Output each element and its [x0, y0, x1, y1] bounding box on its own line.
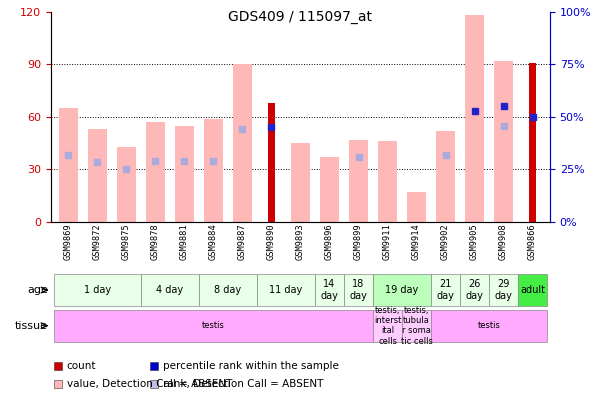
Bar [494, 61, 513, 222]
Bar [378, 141, 397, 222]
Bar [518, 274, 547, 306]
Bar [204, 118, 223, 222]
Text: adult: adult [520, 285, 545, 295]
Text: GSM9872: GSM9872 [93, 224, 102, 261]
Text: 14
day: 14 day [320, 279, 338, 301]
Text: testis,
tubula
r soma
tic cells: testis, tubula r soma tic cells [401, 306, 433, 346]
Text: GSM9875: GSM9875 [122, 224, 131, 261]
Text: GSM9908: GSM9908 [499, 224, 508, 261]
Text: GSM9866: GSM9866 [528, 224, 537, 261]
Text: GSM9914: GSM9914 [412, 224, 421, 261]
Text: testis,
interst
ital
cells: testis, interst ital cells [374, 306, 401, 346]
Text: GSM9878: GSM9878 [151, 224, 160, 261]
Bar [320, 157, 339, 222]
Bar [402, 310, 431, 342]
Text: 21
day: 21 day [436, 279, 454, 301]
Text: percentile rank within the sample: percentile rank within the sample [163, 362, 339, 371]
Text: 26
day: 26 day [466, 279, 483, 301]
Bar [268, 103, 275, 222]
Text: GSM9893: GSM9893 [296, 224, 305, 261]
Text: 8 day: 8 day [215, 285, 242, 295]
Bar [431, 274, 460, 306]
Text: 18
day: 18 day [350, 279, 367, 301]
Bar [291, 143, 310, 222]
Bar [233, 64, 252, 222]
Text: 29
day: 29 day [495, 279, 513, 301]
Bar [465, 15, 484, 222]
Text: 1 day: 1 day [84, 285, 111, 295]
Text: 11 day: 11 day [269, 285, 303, 295]
Bar [344, 274, 373, 306]
Text: GSM9902: GSM9902 [441, 224, 450, 261]
Text: testis: testis [202, 321, 225, 330]
Bar [117, 147, 136, 222]
Text: GSM9911: GSM9911 [383, 224, 392, 261]
Bar [146, 122, 165, 222]
Bar [407, 192, 426, 222]
Text: GSM9887: GSM9887 [238, 224, 247, 261]
Bar [257, 274, 315, 306]
Text: GSM9884: GSM9884 [209, 224, 218, 261]
Text: GSM9890: GSM9890 [267, 224, 276, 261]
Bar [373, 274, 431, 306]
Text: 4 day: 4 day [156, 285, 183, 295]
Bar [349, 139, 368, 222]
Text: rank, Detection Call = ABSENT: rank, Detection Call = ABSENT [163, 379, 323, 389]
Text: GSM9905: GSM9905 [470, 224, 479, 261]
Bar [489, 274, 518, 306]
Text: age: age [27, 285, 48, 295]
Text: value, Detection Call = ABSENT: value, Detection Call = ABSENT [67, 379, 232, 389]
Bar [373, 310, 402, 342]
Bar [59, 108, 78, 222]
Text: count: count [67, 362, 96, 371]
Text: testis: testis [478, 321, 501, 330]
Bar [431, 310, 547, 342]
Bar [88, 129, 107, 222]
Bar [436, 131, 455, 222]
Text: tissue: tissue [15, 321, 48, 331]
Text: GDS409 / 115097_at: GDS409 / 115097_at [228, 10, 373, 24]
Bar [54, 310, 373, 342]
Bar [175, 126, 194, 222]
Text: 19 day: 19 day [385, 285, 419, 295]
Bar [529, 63, 535, 222]
Text: GSM9896: GSM9896 [325, 224, 334, 261]
Bar [460, 274, 489, 306]
Text: GSM9869: GSM9869 [64, 224, 73, 261]
Bar [54, 274, 141, 306]
Text: GSM9899: GSM9899 [354, 224, 363, 261]
Bar [199, 274, 257, 306]
Bar [141, 274, 199, 306]
Bar [315, 274, 344, 306]
Text: GSM9881: GSM9881 [180, 224, 189, 261]
